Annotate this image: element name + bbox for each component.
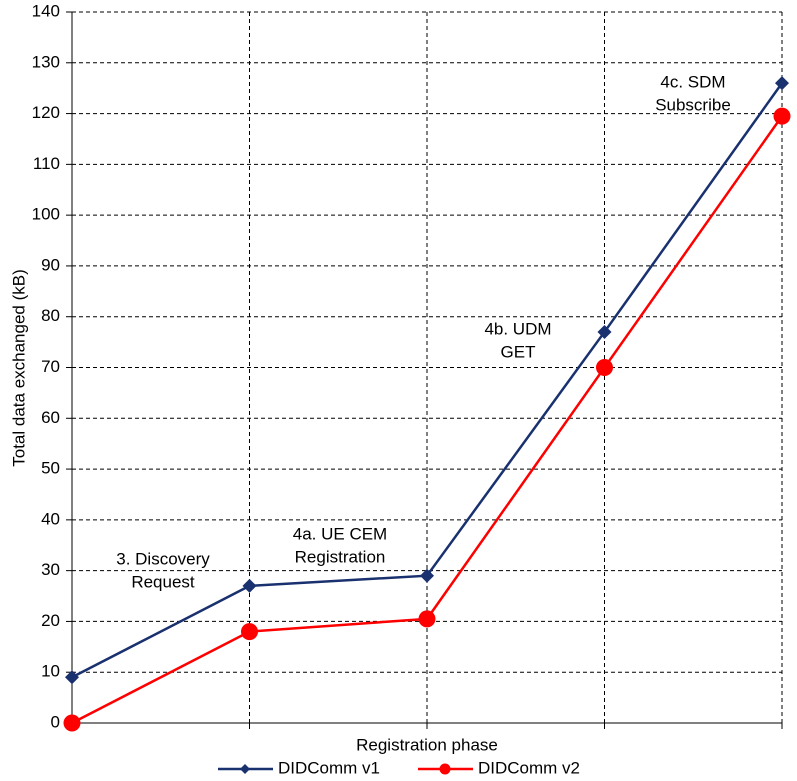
marker (596, 359, 613, 376)
y-tick-label: 110 (33, 154, 60, 173)
legend-label: DIDComm v1 (278, 758, 380, 777)
annotation: Subscribe (655, 95, 731, 114)
y-tick-label: 140 (32, 1, 60, 20)
annotation: 4c. SDM (660, 72, 725, 91)
annotation: Request (131, 572, 195, 591)
y-tick-label: 120 (32, 103, 60, 122)
marker (242, 578, 257, 593)
annotation: 4b. UDM (484, 319, 551, 338)
marker (241, 623, 258, 641)
y-tick-label: 0 (51, 712, 60, 731)
annotation: 4a. UE CEM (293, 524, 387, 543)
marker (775, 76, 789, 91)
marker (597, 324, 612, 339)
y-tick-label: 50 (41, 459, 60, 478)
marker (439, 763, 451, 775)
y-tick-label: 100 (32, 205, 60, 224)
y-tick-label: 80 (41, 306, 60, 325)
y-tick-label: 60 (41, 408, 60, 427)
legend-label: DIDComm v2 (478, 758, 580, 777)
y-tick-label: 30 (41, 560, 60, 579)
marker (65, 670, 79, 685)
y-tick-label: 130 (32, 52, 60, 71)
y-tick-label: 40 (41, 509, 60, 528)
y-axis-label: Total data exchanged (kB) (9, 269, 28, 467)
y-tick-label: 70 (41, 357, 60, 376)
annotation: 3. Discovery (116, 549, 210, 568)
annotation: GET (501, 342, 536, 361)
y-tick-label: 90 (41, 255, 60, 274)
y-tick-label: 10 (41, 662, 60, 681)
x-axis-label: Registration phase (356, 735, 498, 754)
marker (240, 764, 250, 774)
marker (773, 107, 791, 125)
marker (418, 610, 436, 628)
annotation: Registration (295, 547, 386, 566)
marker (63, 714, 81, 732)
marker (420, 568, 434, 583)
y-tick-label: 20 (41, 611, 60, 630)
